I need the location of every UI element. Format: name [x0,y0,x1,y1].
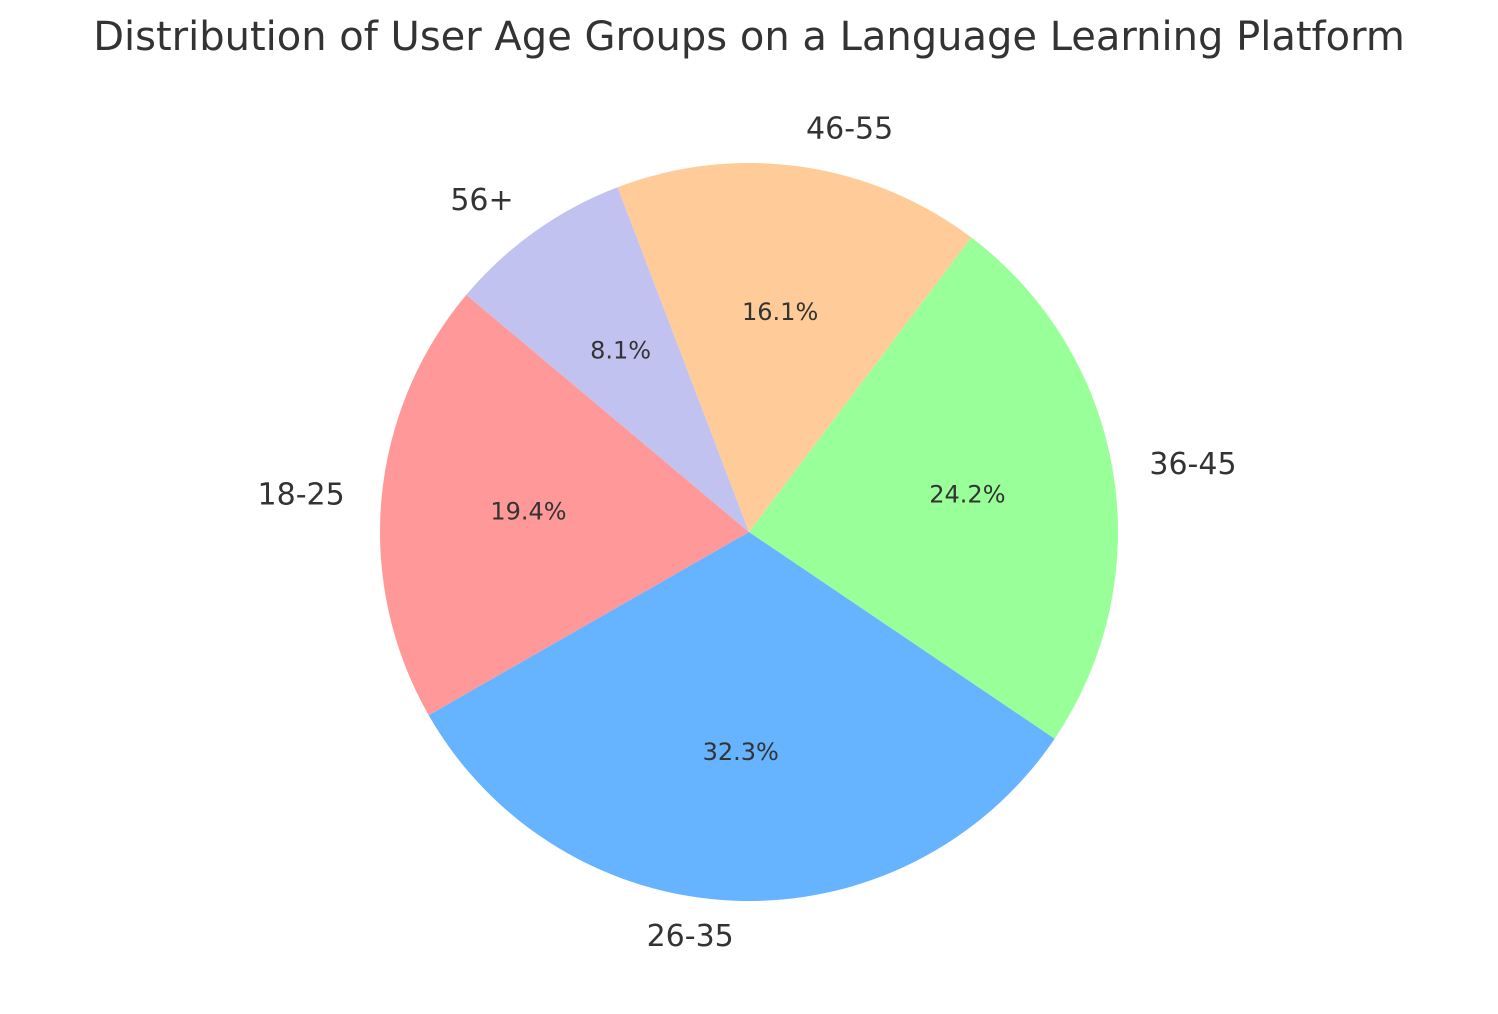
pie-slice-36-45 [749,237,1119,739]
pie-slice-46-55 [617,163,972,533]
slice-percent-18-25: 19.4% [490,497,566,525]
slice-label-26-35: 26-35 [647,919,734,954]
pie-labels: 18-25 19.4% 26-35 32.3% 36-45 24.2% 46-55 16.1%… [258,112,1237,954]
slice-label-46-55: 46-55 [806,112,893,147]
chart-title: Distribution of User Age Groups on a Lan… [93,14,1405,60]
slice-percent-36-45: 24.2% [929,481,1005,509]
pie-slice-18-25 [379,294,749,716]
pie-slice-56plus [466,187,749,532]
slice-percent-46-55: 16.1% [742,298,818,326]
slice-label-56plus: 56+ [450,183,513,218]
pie-slices [379,163,1119,902]
pie-slice-26-35 [428,532,1055,902]
slice-label-36-45: 36-45 [1149,447,1236,482]
slice-label-18-25: 18-25 [258,477,345,512]
slice-percent-56plus: 8.1% [590,337,651,365]
slice-percent-26-35: 32.3% [703,738,779,766]
